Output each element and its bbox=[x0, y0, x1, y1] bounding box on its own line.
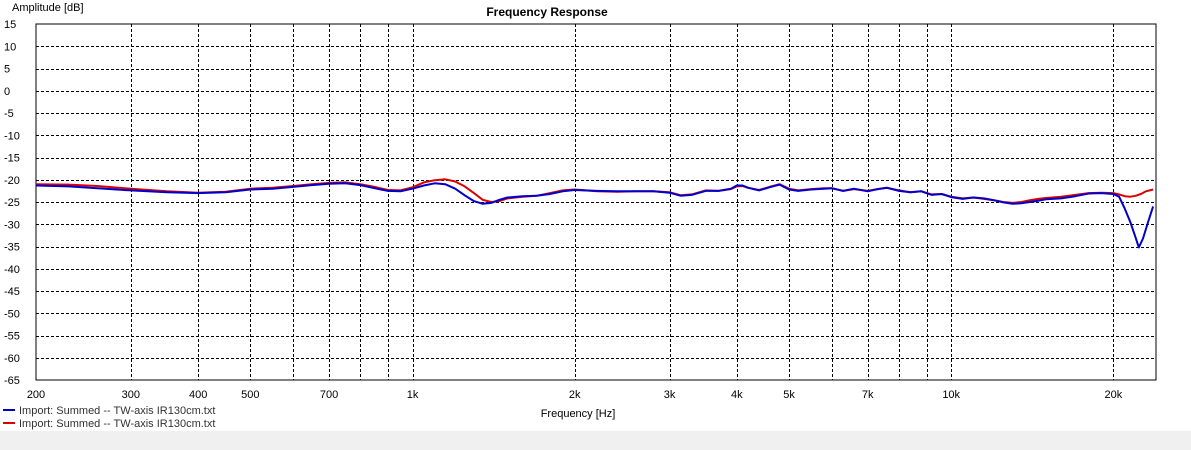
x-tick-label: 500 bbox=[241, 389, 259, 401]
y-tick-label: 15 bbox=[4, 19, 16, 31]
chart-title: Frequency Response bbox=[486, 5, 608, 19]
series-layer bbox=[35, 178, 1155, 249]
status-strip bbox=[0, 431, 1191, 450]
y-tick-label: -25 bbox=[4, 197, 20, 209]
series-line-1 bbox=[35, 182, 1155, 249]
x-tick-label: 400 bbox=[189, 389, 207, 401]
x-tick-label: 20k bbox=[1104, 389, 1122, 401]
y-tick-label: -35 bbox=[4, 242, 20, 254]
legend-entry: Import: Summed -- TW-axis IR130cm.txt bbox=[19, 405, 215, 417]
legend: Import: Summed -- TW-axis IR130cm.txtImp… bbox=[3, 405, 215, 430]
y-tick-label: 0 bbox=[4, 86, 10, 98]
y-axis-label: Amplitude [dB] bbox=[12, 2, 84, 14]
y-tick-label: -50 bbox=[4, 308, 20, 320]
y-tick-label: -30 bbox=[4, 219, 20, 231]
x-tick-label: 5k bbox=[783, 389, 795, 401]
x-tick-label: 200 bbox=[27, 389, 45, 401]
grid bbox=[36, 24, 1156, 380]
x-tick-label: 4k bbox=[731, 389, 743, 401]
y-tick-label: 5 bbox=[4, 64, 10, 76]
y-tick-label: -65 bbox=[4, 375, 20, 387]
y-tick-label: -15 bbox=[4, 153, 20, 165]
x-tick-labels: 200 300 400 500 700 1k 2k 3k 4k 5k 7k 10k 20k bbox=[27, 389, 1123, 401]
y-tick-label: -55 bbox=[4, 331, 20, 343]
y-tick-label: -20 bbox=[4, 175, 20, 187]
x-tick-label: 1k bbox=[407, 389, 419, 401]
x-tick-label: 700 bbox=[320, 389, 338, 401]
y-tick-label: -45 bbox=[4, 286, 20, 298]
y-tick-label: -40 bbox=[4, 264, 20, 276]
plot-frame bbox=[35, 23, 1157, 381]
x-tick-label: 3k bbox=[664, 389, 676, 401]
y-tick-label: -5 bbox=[4, 108, 14, 120]
y-tick-label: -60 bbox=[4, 353, 20, 365]
x-tick-label: 10k bbox=[942, 389, 960, 401]
x-axis-label: Frequency [Hz] bbox=[541, 408, 616, 420]
x-tick-label: 2k bbox=[569, 389, 581, 401]
x-tick-label: 7k bbox=[862, 389, 874, 401]
y-tick-labels: 15 10 5 0 -5 -10 -15 -20 -25 -30 -35 -40 -45 -50 -55 -6… bbox=[4, 19, 20, 387]
y-tick-label: -10 bbox=[4, 130, 20, 142]
legend-entry: Import: Summed -- TW-axis IR130cm.txt bbox=[19, 418, 215, 430]
y-tick-label: 10 bbox=[4, 41, 16, 53]
x-tick-label: 300 bbox=[122, 389, 140, 401]
